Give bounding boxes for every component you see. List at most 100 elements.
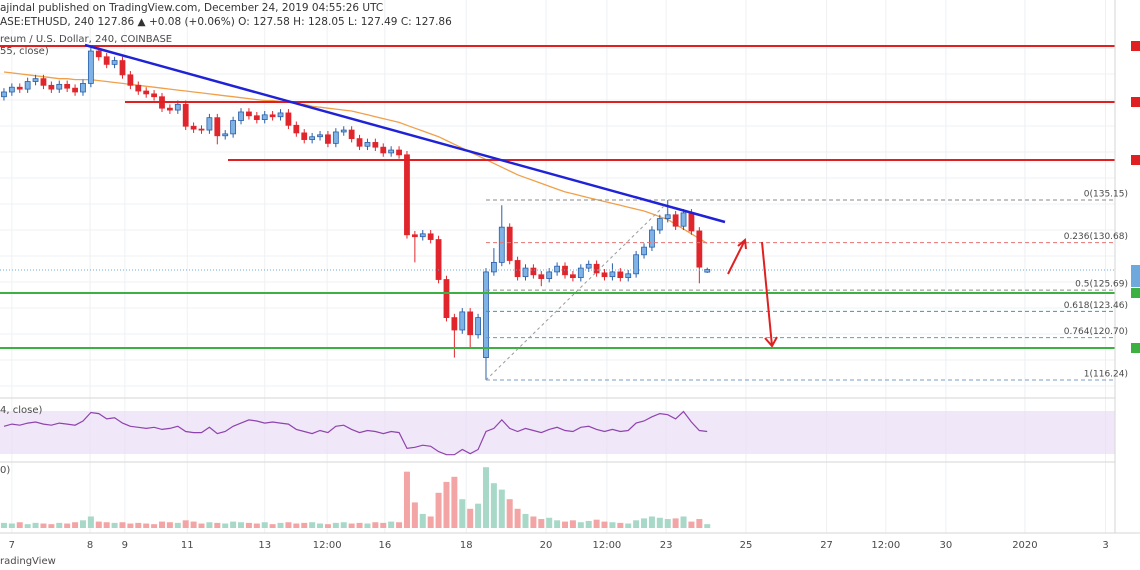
candle-body (435, 239, 442, 280)
volume-bar (617, 522, 624, 528)
volume-bar (151, 524, 158, 528)
volume-bar (8, 523, 15, 528)
x-tick-label: 27 (820, 540, 833, 551)
moving-average (3, 71, 708, 244)
candle-body (380, 146, 387, 154)
candle-body (206, 117, 213, 131)
volume-bar (238, 522, 245, 528)
down-arrow (761, 241, 778, 348)
volume-bar (190, 521, 197, 528)
volume-bar (127, 523, 134, 528)
volume-bar (641, 518, 648, 528)
volume-bar (601, 521, 608, 528)
volume-bar (348, 523, 355, 528)
volume-bar (72, 522, 79, 528)
volume-bar (182, 520, 189, 528)
fib-label: 1(116.24) (1084, 370, 1128, 380)
candle-body (198, 128, 205, 131)
price-tag (1131, 97, 1140, 107)
candle-body (388, 149, 395, 154)
candle-body (459, 311, 466, 331)
candle-body (467, 311, 474, 336)
volume-bar (285, 522, 292, 528)
candle-body (111, 60, 118, 65)
candle-body (190, 125, 197, 130)
volume-bar (206, 522, 213, 528)
candle-body (688, 212, 695, 232)
x-tick-label: 30 (940, 540, 953, 551)
candle-body (8, 86, 15, 93)
candle-body (269, 114, 276, 118)
candle-body (119, 60, 126, 76)
candle-body (475, 317, 481, 336)
candle-body (538, 274, 545, 279)
candle-body (372, 142, 379, 148)
volume-bar (111, 522, 118, 528)
volume-bar (696, 519, 703, 528)
x-tick-label: 9 (122, 540, 128, 551)
candle-body (577, 267, 584, 279)
candle-body (16, 86, 23, 90)
volume-bar (119, 522, 126, 528)
candle-body (151, 93, 157, 98)
candle-body (617, 271, 624, 279)
candle-body (483, 271, 489, 358)
candle-body (443, 279, 450, 319)
candle-body (277, 112, 284, 118)
rsi-line (3, 410, 708, 456)
chart-title: reum / U.S. Dollar, 240, COINBASE (0, 34, 172, 45)
candle-body (514, 260, 521, 278)
candle-body (32, 78, 39, 82)
candle-body (570, 274, 576, 279)
candle-body (174, 103, 181, 111)
candle-body (253, 115, 260, 120)
volume-bar (32, 522, 39, 528)
volume-bar (427, 516, 434, 528)
volume-bar (530, 516, 537, 528)
volume-bar (546, 517, 553, 528)
volume-bar (514, 508, 521, 528)
volume-label: 0) (0, 465, 10, 476)
x-tick-label: 20 (540, 540, 553, 551)
volume-bar (135, 522, 142, 528)
x-tick-label: 8 (87, 540, 93, 551)
candle-body (625, 273, 632, 279)
volume-bar (451, 476, 458, 528)
volume-bar (467, 508, 474, 528)
volume-bar (585, 520, 592, 528)
candle-body (222, 133, 229, 137)
volume-bar (79, 520, 86, 528)
candle-body (332, 131, 339, 144)
x-tick-label: 18 (460, 540, 473, 551)
volume-bar (269, 524, 276, 528)
trend-line (84, 43, 726, 224)
candle-body (522, 267, 529, 278)
candle-body (24, 81, 31, 90)
candle-body (427, 233, 434, 240)
author-line: ajindal published on TradingView.com, De… (0, 2, 383, 14)
volume-bar (688, 521, 695, 528)
volume-bar (324, 524, 331, 528)
candle-body (585, 263, 592, 269)
candle-body (127, 74, 134, 86)
candle-body (554, 265, 561, 273)
rsi-label: 4, close) (0, 405, 42, 416)
volume-bar (166, 522, 173, 528)
volume-bar (656, 517, 663, 528)
volume-bar (396, 522, 403, 528)
candle-body (498, 226, 505, 263)
volume-bar (475, 503, 482, 528)
x-tick-label: 25 (740, 540, 753, 551)
volume-bar (253, 523, 260, 528)
x-tick-label: 23 (660, 540, 673, 551)
volume-bar (64, 523, 71, 528)
footer: radingView (0, 556, 56, 567)
candle-body (656, 218, 663, 231)
candle-body (364, 142, 371, 147)
candle-body (593, 263, 600, 274)
volume-bar (87, 516, 94, 528)
x-tick-label: 16 (378, 540, 391, 551)
fib-label: 0.236(130.68) (1064, 232, 1128, 242)
